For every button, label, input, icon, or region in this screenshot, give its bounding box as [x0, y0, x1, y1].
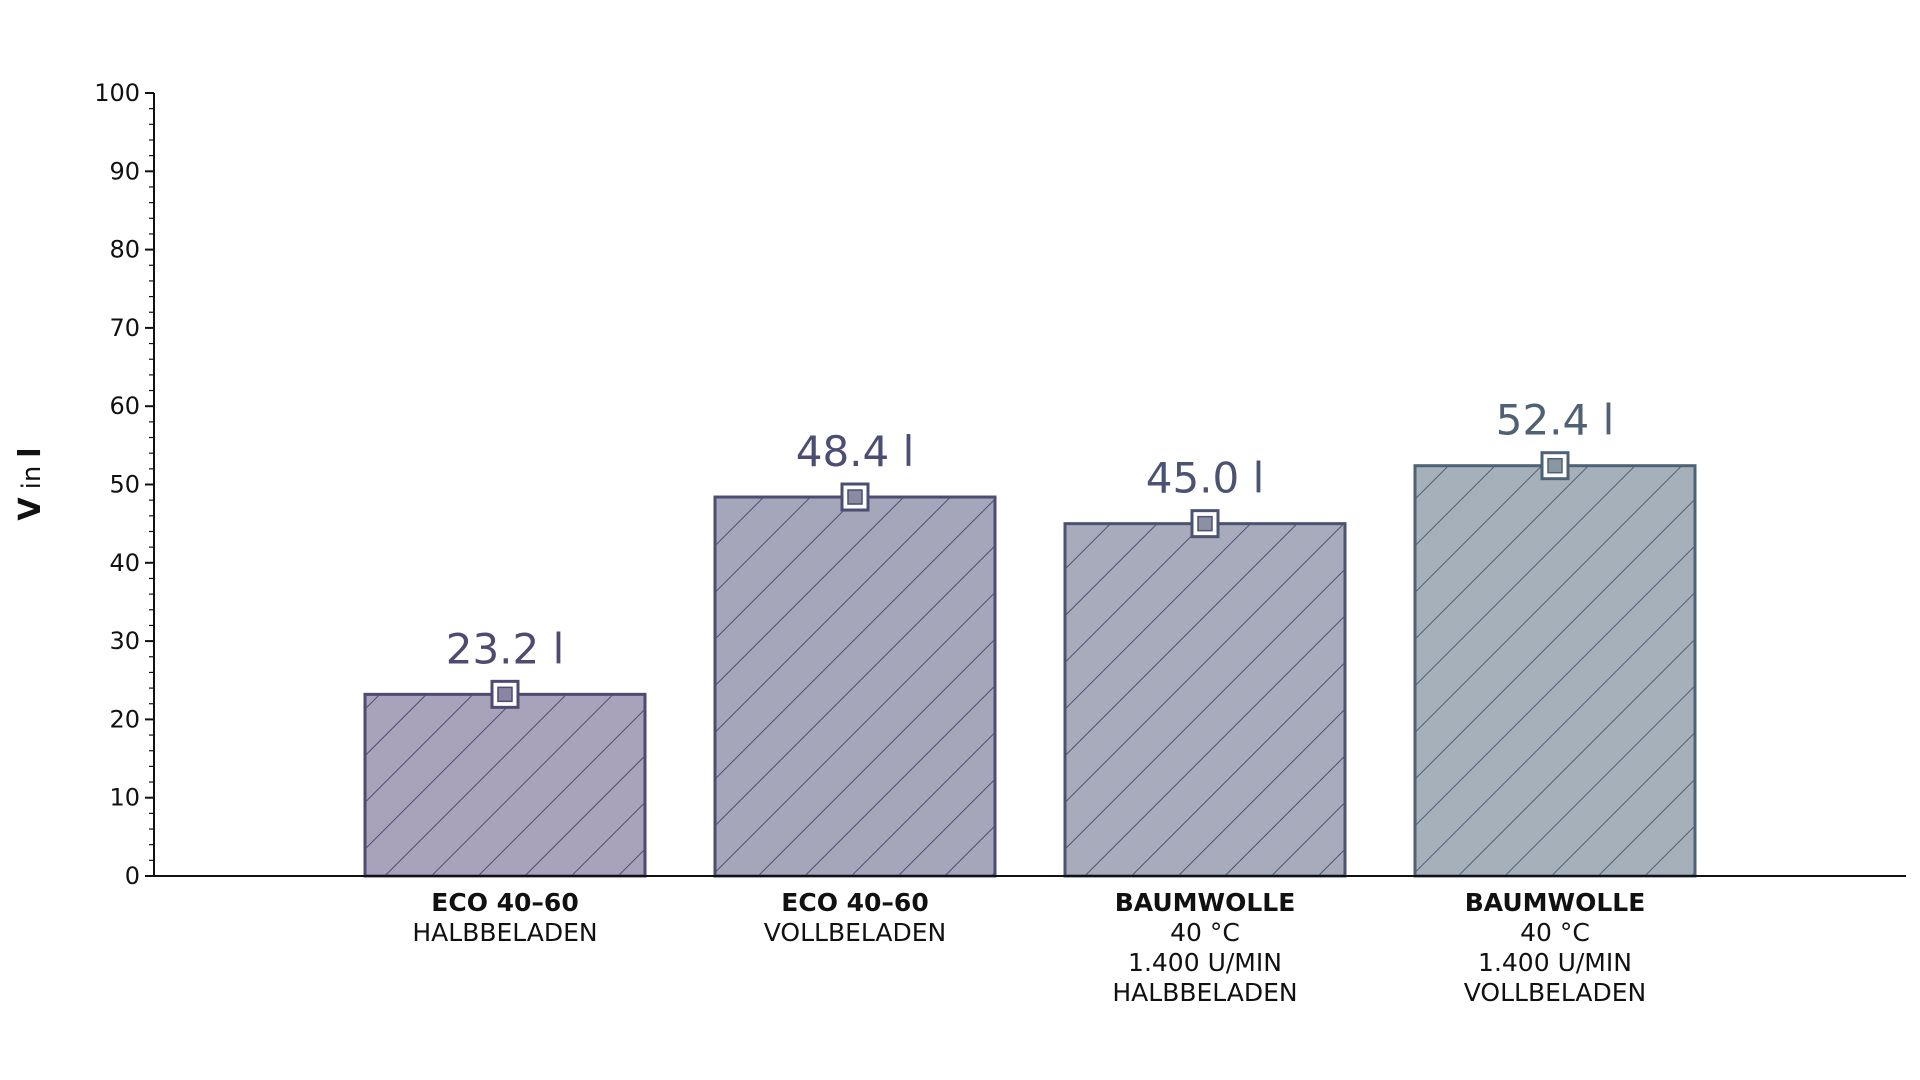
x-tick-label-line: 40 °C: [1170, 918, 1240, 947]
x-tick-label-title: BAUMWOLLE: [1115, 888, 1296, 917]
bar: [1063, 522, 1347, 878]
x-tick-label-line: 1.400 U/MIN: [1128, 948, 1282, 977]
x-tick-label-title: ECO 40–60: [431, 888, 578, 917]
y-axis-label: Vinl: [13, 447, 48, 520]
value-label: 45.0 l: [1146, 454, 1265, 503]
y-ticks: 0 10 20 30 40 50 60 70 80 90 100: [94, 79, 154, 890]
y-tick-label: 100: [94, 79, 140, 107]
bar-marker: [490, 679, 520, 709]
y-tick-label: 30: [109, 627, 140, 655]
y-tick-label: 10: [109, 784, 140, 812]
bar: [1413, 464, 1697, 878]
value-label: 48.4 l: [796, 427, 915, 476]
bar-marker-inner: [1197, 515, 1213, 532]
y-tick-label: 60: [109, 392, 140, 420]
x-tick-label-line: 40 °C: [1520, 918, 1590, 947]
x-tick-label-line: 1.400 U/MIN: [1478, 948, 1632, 977]
y-tick-label: 70: [109, 314, 140, 342]
x-tick-label-line: HALBBELADEN: [412, 918, 597, 947]
x-tick-label-title: ECO 40–60: [781, 888, 928, 917]
y-tick-label: 90: [109, 157, 140, 185]
y-tick-label: 40: [109, 549, 140, 577]
x-tick-label-line: HALBBELADEN: [1112, 978, 1297, 1007]
x-tick-label-line: VOLLBELADEN: [764, 918, 947, 947]
y-tick-label: 50: [109, 471, 140, 499]
bar-marker-inner: [847, 489, 863, 505]
bar: [713, 495, 997, 878]
x-tick-label-line: VOLLBELADEN: [1464, 978, 1647, 1007]
bar: [363, 692, 647, 878]
x-tick-label-title: BAUMWOLLE: [1465, 888, 1646, 917]
value-label: 23.2 l: [446, 624, 565, 673]
bar-marker-inner: [1547, 457, 1563, 474]
value-label: 52.4 l: [1496, 396, 1615, 445]
y-tick-label: 80: [109, 236, 140, 264]
y-tick-label: 0: [125, 862, 140, 890]
y-tick-label: 20: [109, 705, 140, 733]
bar-marker-inner: [497, 686, 513, 703]
bars-layer: [363, 451, 1697, 878]
